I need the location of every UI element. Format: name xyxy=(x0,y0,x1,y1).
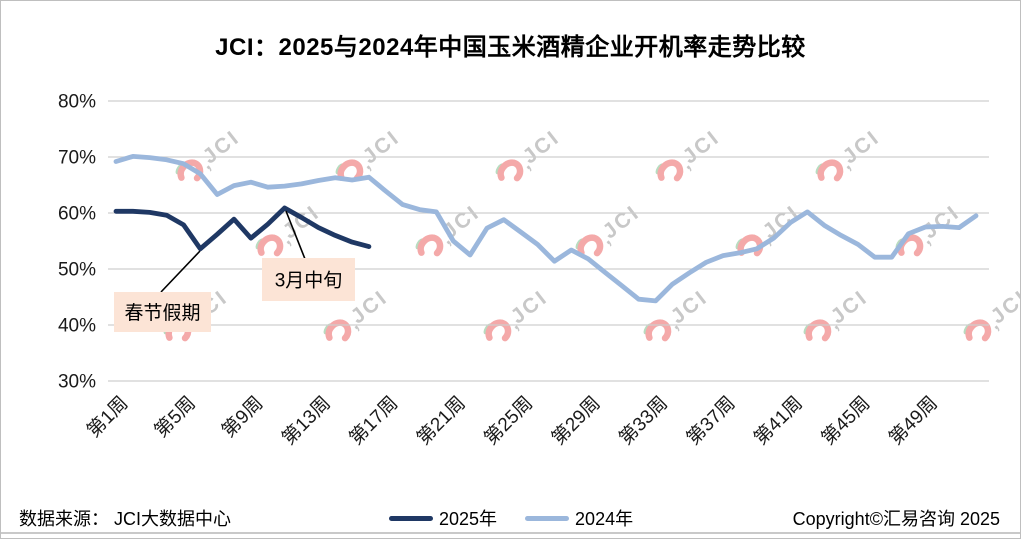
y-tick-label: 80% xyxy=(58,92,96,113)
mid-march-label: 3月中旬 xyxy=(275,270,343,292)
legend-item-2025: 2025年 xyxy=(389,505,497,531)
spring-festival-label: 春节假期 xyxy=(124,302,200,324)
jci-watermark-logo xyxy=(255,234,284,257)
jci-watermark: ,JCI xyxy=(410,198,487,267)
jci-watermark-logo xyxy=(495,159,524,182)
jci-watermark: ,JCI xyxy=(478,283,555,352)
legend-swatch-2024 xyxy=(525,515,570,521)
jci-watermark-logo xyxy=(963,319,992,342)
legend-item-2024: 2024年 xyxy=(525,505,633,531)
x-tick-label: 第13周 xyxy=(278,392,335,449)
jci-watermark-logo xyxy=(323,319,352,342)
x-tick-label: 第17周 xyxy=(345,392,402,449)
data-source: 数据来源： JCI大数据中心 xyxy=(19,509,231,529)
x-tick-label: 第9周 xyxy=(218,392,268,442)
spring-festival-leader-line xyxy=(160,250,201,293)
series-line-2024年 xyxy=(113,153,979,304)
jci-watermark: ,JCI xyxy=(958,283,1020,352)
y-tick-label: 30% xyxy=(58,372,96,393)
x-axis-labels: 第1周 第5周 第9周 第13周 第17周 第21周 第25周 第29周 第33周 第37周 第41… xyxy=(83,392,942,449)
x-tick-label: 第49周 xyxy=(885,392,942,449)
spring-festival-annotation: 春节假期 xyxy=(114,250,211,332)
gridlines xyxy=(108,100,989,382)
x-tick-label: 第1周 xyxy=(83,392,133,442)
jci-watermark-logo xyxy=(335,159,364,182)
jci-watermark: ,JCI xyxy=(650,123,727,192)
jci-watermark: ,JCI xyxy=(330,123,407,192)
jci-watermark-logo xyxy=(655,159,684,182)
y-tick-label: 70% xyxy=(58,148,96,169)
jci-watermark: ,JCI xyxy=(810,123,887,192)
chart-title: JCI：2025与2024年中国玉米酒精企业开机率走势比较 xyxy=(215,34,806,61)
x-tick-label: 第37周 xyxy=(682,392,739,449)
legend-label-2025: 2025年 xyxy=(439,509,498,529)
x-tick-label: 第41周 xyxy=(750,392,807,449)
jci-watermark: ,JCI xyxy=(250,198,327,267)
jci-watermark: ,JCI xyxy=(490,123,567,192)
footer: 数据来源： JCI大数据中心 2025年 2024年 Copyright©汇易咨… xyxy=(1,502,1020,532)
jci-watermark-logo xyxy=(575,234,604,257)
copyright: Copyright©汇易咨询 2025 xyxy=(792,509,1000,529)
bottom-border-line xyxy=(1,532,1020,534)
x-tick-label: 第5周 xyxy=(150,392,200,442)
jci-watermark: ,JCI xyxy=(570,198,647,267)
legend-swatch-2025 xyxy=(389,515,433,521)
jci-watermark-logo xyxy=(415,234,444,257)
x-tick-label: 第45周 xyxy=(817,392,874,449)
spring-festival-callout-box xyxy=(114,292,211,332)
y-tick-label: 60% xyxy=(58,204,96,225)
y-tick-label: 40% xyxy=(58,316,96,337)
legend-label-2024: 2024年 xyxy=(575,509,634,529)
y-tick-label: 50% xyxy=(58,260,96,281)
x-tick-label: 第29周 xyxy=(547,392,604,449)
mid-march-leader-line xyxy=(285,210,306,260)
legend: 2025年 2024年 xyxy=(389,505,633,531)
jci-watermark-logo xyxy=(483,319,512,342)
jci-watermark-logo xyxy=(803,319,832,342)
mid-march-annotation: 3月中旬 xyxy=(262,210,355,301)
y-axis-labels: 80% 70% 60% 50% 40% 30% xyxy=(58,92,96,393)
mid-march-callout-box xyxy=(262,258,355,301)
x-tick-label: 第33周 xyxy=(615,392,672,449)
x-tick-label: 第21周 xyxy=(412,392,469,449)
jci-watermark: ,JCI xyxy=(638,283,715,352)
jci-watermark: ,JCI xyxy=(318,283,395,352)
jci-watermark-logo xyxy=(815,159,844,182)
jci-watermark: ,JCI xyxy=(798,283,875,352)
jci-watermark-logo xyxy=(643,319,672,342)
x-tick-label: 第25周 xyxy=(480,392,537,449)
series-line-2025年 xyxy=(113,205,372,252)
